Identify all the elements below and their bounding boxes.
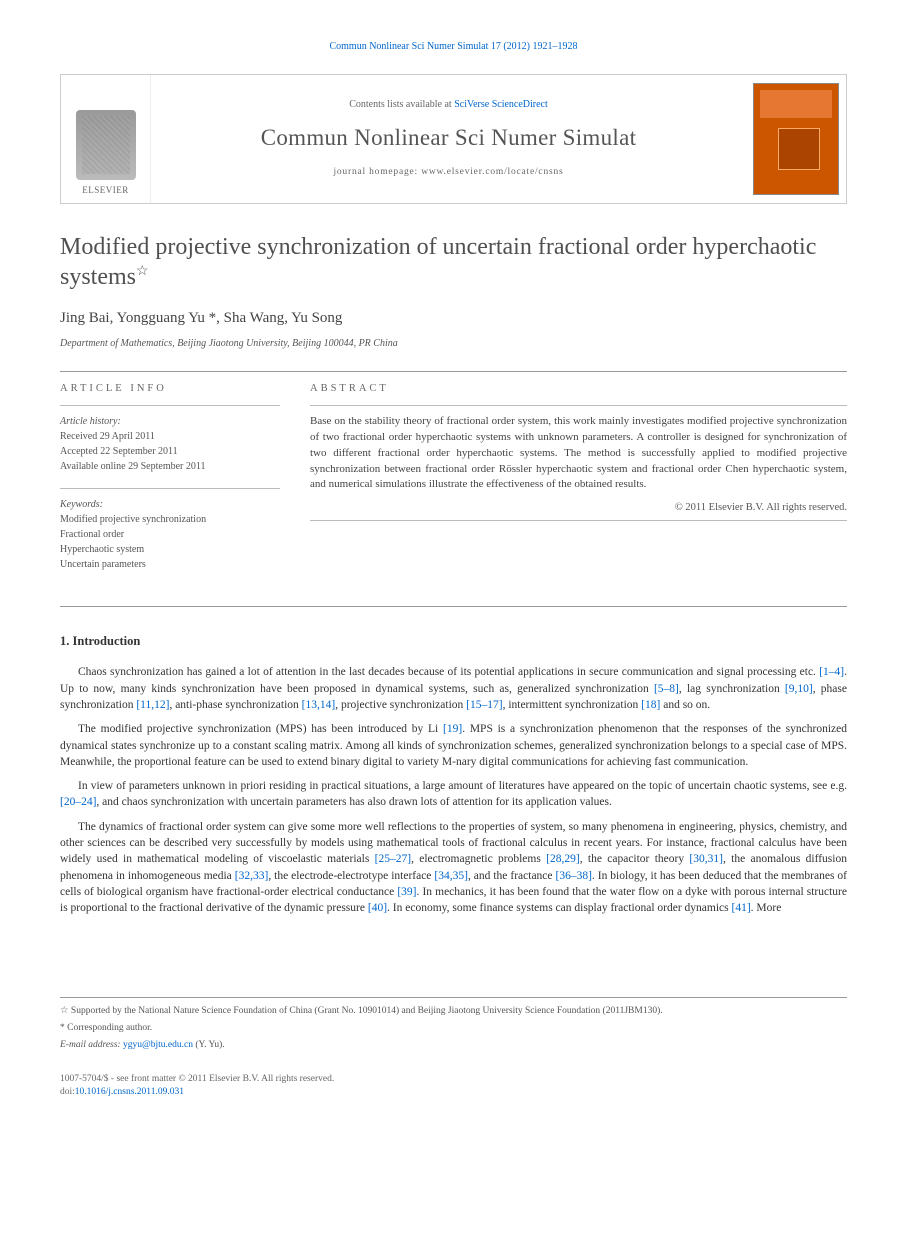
text-run: , anti-phase synchronization <box>169 699 301 711</box>
homepage-url[interactable]: www.elsevier.com/locate/cnsns <box>421 167 563 177</box>
article-info-column: ARTICLE INFO Article history: Received 2… <box>60 382 280 586</box>
affiliation: Department of Mathematics, Beijing Jiaot… <box>60 337 847 351</box>
keyword: Fractional order <box>60 527 280 542</box>
citation-link[interactable]: [30,31] <box>689 853 723 865</box>
abstract-copyright: © 2011 Elsevier B.V. All rights reserved… <box>310 501 847 516</box>
homepage-prefix: journal homepage: <box>333 167 421 177</box>
citation-link[interactable]: [13,14] <box>302 699 336 711</box>
body-paragraph: The dynamics of fractional order system … <box>60 819 847 917</box>
text-run: . More <box>751 902 782 914</box>
article-info-heading: ARTICLE INFO <box>60 382 280 397</box>
email-label: E-mail address: <box>60 1040 123 1050</box>
publisher-name: ELSEVIER <box>82 184 129 197</box>
text-run: , the electrode-electrotype interface <box>268 870 434 882</box>
history-label: Article history: <box>60 414 280 429</box>
divider <box>60 371 847 372</box>
citation-link[interactable]: [19] <box>443 723 462 735</box>
title-footnote-marker: ☆ <box>136 264 149 279</box>
meta-row: ARTICLE INFO Article history: Received 2… <box>60 382 847 586</box>
journal-header: ELSEVIER Contents lists available at Sci… <box>60 74 847 204</box>
keyword: Modified projective synchronization <box>60 512 280 527</box>
text-run: , and the fractance <box>468 870 556 882</box>
citation-link[interactable]: [34,35] <box>434 870 468 882</box>
citation-link[interactable]: [28,29] <box>546 853 580 865</box>
meta-divider <box>60 488 280 489</box>
citation-link[interactable]: [32,33] <box>235 870 269 882</box>
meta-divider <box>310 405 847 406</box>
text-run: . In economy, some finance systems can d… <box>387 902 731 914</box>
citation-link[interactable]: [20–24] <box>60 796 96 808</box>
text-run: , the capacitor theory <box>580 853 690 865</box>
section-heading: 1. Introduction <box>60 633 847 651</box>
elsevier-tree-icon <box>76 110 136 180</box>
accepted-date: Accepted 22 September 2011 <box>60 444 280 459</box>
cover-thumbnail-icon <box>753 83 839 195</box>
doi-line: doi:10.1016/j.cnsns.2011.09.031 <box>60 1086 847 1099</box>
citation-link[interactable]: [41] <box>732 902 751 914</box>
received-date: Received 29 April 2011 <box>60 429 280 444</box>
citation-link[interactable]: [36–38] <box>555 870 591 882</box>
homepage-line: journal homepage: www.elsevier.com/locat… <box>333 166 563 179</box>
article-title: Modified projective synchronization of u… <box>60 232 847 292</box>
body-paragraph: Chaos synchronization has gained a lot o… <box>60 664 847 713</box>
body-paragraph: The modified projective synchronization … <box>60 721 847 770</box>
abstract-text: Base on the stability theory of fraction… <box>310 414 847 494</box>
citation-link[interactable]: [39] <box>397 886 416 898</box>
keywords-label: Keywords: <box>60 497 280 512</box>
citation-link[interactable]: [11,12] <box>136 699 169 711</box>
meta-divider <box>310 520 847 521</box>
footnotes: ☆ Supported by the National Nature Scien… <box>60 997 847 1053</box>
text-run: , lag synchronization <box>679 683 785 695</box>
footnote-text: Supported by the National Nature Science… <box>69 1006 663 1016</box>
keywords-block: Keywords: Modified projective synchroniz… <box>60 497 280 572</box>
text-run: , intermittent synchronization <box>503 699 642 711</box>
title-text: Modified projective synchronization of u… <box>60 234 816 290</box>
text-run: The modified projective synchronization … <box>78 723 443 735</box>
footnote-email: E-mail address: ygyu@bjtu.edu.cn (Y. Yu)… <box>60 1038 847 1052</box>
footnote: * Corresponding author. <box>60 1021 847 1035</box>
doi-prefix: doi: <box>60 1087 75 1097</box>
citation-link[interactable]: [5–8] <box>654 683 679 695</box>
issn-line: 1007-5704/$ - see front matter © 2011 El… <box>60 1073 847 1086</box>
body-paragraph: In view of parameters unknown in priori … <box>60 778 847 811</box>
citation-link[interactable]: [15–17] <box>466 699 502 711</box>
keyword: Uncertain parameters <box>60 557 280 572</box>
running-head: Commun Nonlinear Sci Numer Simulat 17 (2… <box>60 40 847 54</box>
email-who: (Y. Yu). <box>193 1040 225 1050</box>
text-run: In view of parameters unknown in priori … <box>78 780 847 792</box>
online-date: Available online 29 September 2011 <box>60 459 280 474</box>
article-history: Article history: Received 29 April 2011 … <box>60 414 280 474</box>
citation-link[interactable]: [25–27] <box>375 853 411 865</box>
citation-link[interactable]: [9,10] <box>785 683 813 695</box>
journal-cover <box>746 75 846 203</box>
footnote-text: Corresponding author. <box>65 1023 152 1033</box>
doi-link[interactable]: 10.1016/j.cnsns.2011.09.031 <box>75 1087 184 1097</box>
text-run: , electromagnetic problems <box>411 853 546 865</box>
citation-link[interactable]: [1–4] <box>819 666 844 678</box>
text-run: and so on. <box>660 699 710 711</box>
abstract-heading: ABSTRACT <box>310 382 847 397</box>
abstract-column: ABSTRACT Base on the stability theory of… <box>310 382 847 586</box>
contents-prefix: Contents lists available at <box>349 99 454 110</box>
publisher-logo: ELSEVIER <box>61 75 151 203</box>
text-run: Chaos synchronization has gained a lot o… <box>78 666 819 678</box>
author-list: Jing Bai, Yongguang Yu *, Sha Wang, Yu S… <box>60 308 847 329</box>
page-footer: 1007-5704/$ - see front matter © 2011 El… <box>60 1073 847 1100</box>
footnote: ☆ Supported by the National Nature Scien… <box>60 1004 847 1018</box>
text-run: , and chaos synchronization with uncerta… <box>96 796 611 808</box>
citation-link[interactable]: [18] <box>641 699 660 711</box>
divider <box>60 606 847 607</box>
keyword: Hyperchaotic system <box>60 542 280 557</box>
journal-name: Commun Nonlinear Sci Numer Simulat <box>261 122 637 154</box>
footnote-marker: ☆ <box>60 1006 69 1016</box>
sciencedirect-link[interactable]: SciVerse ScienceDirect <box>454 99 548 110</box>
contents-line: Contents lists available at SciVerse Sci… <box>349 98 548 112</box>
citation-link[interactable]: [40] <box>368 902 387 914</box>
email-link[interactable]: ygyu@bjtu.edu.cn <box>123 1040 193 1050</box>
text-run: , projective synchronization <box>335 699 466 711</box>
header-center: Contents lists available at SciVerse Sci… <box>151 75 746 203</box>
meta-divider <box>60 405 280 406</box>
